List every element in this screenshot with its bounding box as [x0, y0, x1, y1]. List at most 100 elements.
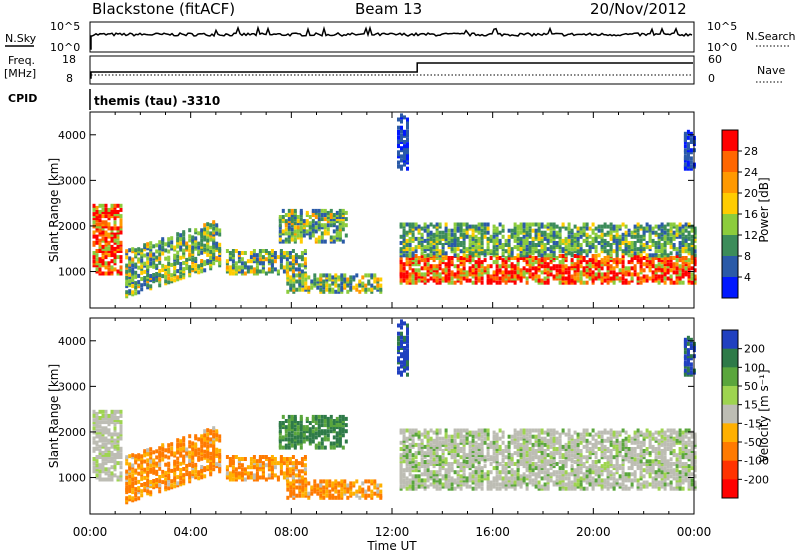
power-cell [107, 232, 111, 237]
velocity-cell [191, 457, 195, 462]
power-cell [119, 269, 123, 274]
power-cell [495, 280, 499, 285]
velocity-cell [234, 471, 238, 476]
velocity-cell [311, 439, 315, 444]
power-cell [552, 264, 556, 269]
velocity-cell [420, 478, 424, 483]
power-cell [651, 274, 655, 279]
power-cell [420, 278, 424, 283]
power-cell [140, 266, 144, 271]
velocity-cell [218, 463, 222, 468]
power-cell [546, 278, 550, 283]
velocity-cell [687, 486, 691, 491]
power-cell [666, 236, 670, 241]
power-cell [278, 217, 282, 222]
velocity-cell [561, 476, 565, 481]
power-cell [615, 262, 619, 267]
power-cell [495, 258, 499, 263]
velocity-cell [684, 462, 688, 466]
power-cell [300, 251, 304, 255]
velocity-cell [278, 431, 282, 436]
power-cell [293, 229, 297, 234]
power-cell [343, 285, 347, 290]
power-cell [92, 240, 96, 245]
power-cell [471, 224, 475, 229]
power-cell [639, 258, 643, 263]
power-cell [107, 210, 111, 214]
power-cell [675, 280, 679, 285]
power-cell [125, 255, 129, 260]
power-cell [290, 233, 294, 238]
power-cell [158, 240, 162, 245]
velocity-cell [423, 478, 427, 483]
power-cell [408, 243, 412, 247]
velocity-cell [113, 452, 117, 457]
power-cell [423, 254, 427, 258]
velocity-cell [597, 478, 601, 483]
velocity-cell [399, 480, 403, 485]
velocity-cell [164, 477, 168, 482]
power-cell [307, 289, 311, 294]
velocity-cell [338, 427, 342, 432]
velocity-cell [693, 486, 697, 491]
velocity-cell [636, 478, 640, 483]
power-cell [403, 150, 406, 155]
power-cell [291, 255, 295, 260]
power-cell [606, 230, 610, 235]
velocity-cell [298, 493, 302, 498]
velocity-cell [432, 470, 436, 475]
power-cell [462, 276, 466, 281]
power-cell [441, 249, 445, 254]
velocity-cell [284, 437, 288, 442]
power-cell [400, 146, 403, 151]
power-cell [206, 238, 210, 243]
power-cell [294, 267, 298, 272]
power-cell [423, 262, 427, 267]
power-cell [579, 280, 583, 285]
power-cell [468, 243, 472, 247]
power-cell [116, 240, 120, 245]
velocity-cell [402, 480, 406, 485]
power-cell [426, 232, 430, 237]
power-cell [576, 249, 580, 254]
velocity-cell [672, 476, 676, 481]
velocity-cell [406, 348, 409, 353]
velocity-cell [146, 462, 150, 467]
velocity-cell [450, 486, 454, 491]
velocity-cell [400, 335, 403, 340]
power-cell [329, 208, 333, 213]
power-cell [693, 274, 697, 279]
power-cell [140, 252, 144, 257]
velocity-cell [225, 467, 229, 472]
power-cell [408, 266, 412, 271]
power-cell [188, 265, 192, 270]
power-cell [687, 258, 691, 263]
velocity-cell [287, 414, 291, 419]
velocity-cell [191, 470, 195, 475]
velocity-cell [191, 445, 195, 450]
power-cell [131, 290, 135, 295]
velocity-cell [672, 472, 676, 477]
power-cell [110, 228, 114, 233]
velocity-cell [471, 480, 475, 485]
velocity-cell [555, 478, 559, 483]
velocity-cell [666, 468, 670, 473]
power-cell [519, 253, 523, 258]
velocity-cell [414, 486, 418, 491]
power-cell [588, 249, 592, 254]
power-cell [322, 279, 326, 284]
power-cell [570, 228, 574, 233]
power-cell [684, 234, 688, 239]
power-cell [663, 251, 667, 256]
velocity-cell [299, 414, 303, 419]
velocity-cell [513, 470, 517, 475]
power-cell [420, 236, 424, 241]
velocity-cell [246, 465, 250, 470]
power-cell [687, 278, 691, 283]
power-cell [543, 232, 547, 237]
power-cell [300, 257, 304, 262]
power-cell [657, 258, 661, 263]
power-cell [555, 264, 559, 269]
velocity-cell [441, 476, 445, 481]
velocity-cell [92, 467, 96, 472]
